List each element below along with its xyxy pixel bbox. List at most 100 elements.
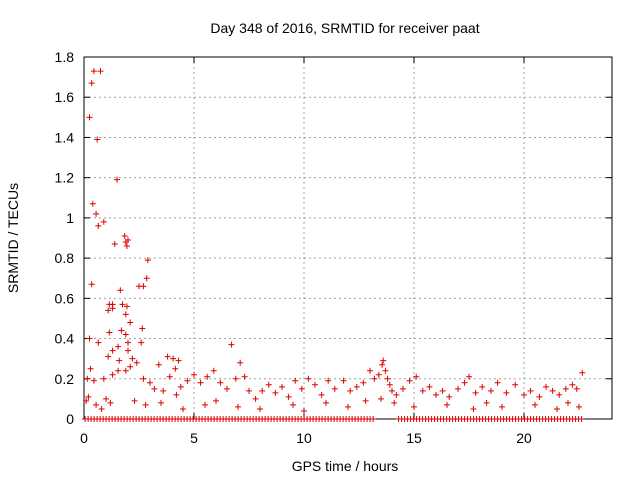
data-point — [479, 383, 486, 390]
data-point — [106, 329, 113, 336]
data-point — [318, 391, 325, 398]
data-point — [549, 387, 556, 394]
data-point — [147, 379, 153, 386]
data-point — [232, 375, 239, 382]
data-point — [235, 403, 241, 410]
x-axis-ticks: 0 5 10 15 20 — [80, 57, 532, 446]
data-point — [527, 387, 534, 394]
grid-lines — [84, 57, 612, 419]
data-point — [155, 361, 162, 368]
data-point — [228, 341, 235, 348]
data-point — [89, 200, 96, 207]
data-point — [503, 389, 510, 396]
data-point — [210, 367, 217, 374]
data-point — [90, 68, 97, 75]
y-tick-label: 1 — [66, 210, 74, 226]
baseline-point — [370, 416, 377, 422]
data-point — [411, 403, 417, 410]
y-tick-label: 0.8 — [55, 250, 75, 266]
data-point — [109, 305, 116, 312]
data-point — [285, 393, 292, 400]
data-point — [290, 401, 296, 408]
data-point — [241, 373, 248, 380]
data-point — [172, 365, 179, 372]
data-point — [151, 385, 158, 392]
data-point — [122, 311, 129, 318]
data-point — [265, 381, 272, 388]
baseline-points — [82, 416, 585, 422]
x-tick-label: 5 — [190, 430, 198, 446]
data-point — [131, 397, 138, 404]
data-point — [86, 335, 93, 342]
data-point — [579, 369, 586, 376]
x-tick-label: 10 — [296, 430, 312, 446]
data-point — [114, 176, 120, 183]
data-point — [164, 353, 171, 360]
data-point — [95, 339, 102, 346]
data-point — [279, 383, 285, 390]
data-point — [347, 387, 354, 394]
data-point — [115, 343, 122, 350]
data-point — [325, 377, 332, 384]
data-point — [100, 375, 107, 382]
y-tick-label: 0 — [66, 411, 74, 427]
data-point — [419, 387, 426, 394]
data-point — [252, 395, 259, 402]
data-point — [125, 237, 131, 244]
y-axis-ticks: 0 0.2 0.4 0.6 0.8 1 1.2 1.4 1.6 1.8 — [55, 49, 612, 427]
data-point — [259, 387, 266, 394]
data-points — [83, 68, 586, 414]
data-point — [122, 331, 129, 338]
data-point — [439, 387, 446, 394]
data-point — [127, 363, 134, 370]
data-point — [107, 399, 114, 406]
data-point — [94, 136, 101, 143]
data-point — [123, 243, 130, 250]
data-point — [84, 375, 91, 382]
y-tick-label: 1.6 — [55, 89, 75, 105]
data-point — [109, 371, 116, 378]
data-point — [573, 385, 580, 392]
data-point — [121, 232, 128, 239]
data-point — [391, 399, 398, 406]
data-point — [246, 387, 252, 394]
baseline-point — [578, 416, 585, 422]
x-axis-label: GPS time / hours — [292, 458, 399, 474]
data-point — [389, 387, 395, 394]
data-point — [213, 397, 219, 404]
data-point — [362, 397, 369, 404]
data-point — [123, 303, 130, 310]
y-tick-label: 0.2 — [55, 371, 75, 387]
chart-title: Day 348 of 2016, SRMTID for receiver paa… — [210, 20, 479, 36]
data-point — [88, 281, 95, 288]
data-point — [127, 319, 134, 326]
data-point — [191, 371, 197, 378]
x-tick-label: 20 — [516, 430, 532, 446]
data-point — [331, 385, 338, 392]
data-point — [371, 375, 378, 382]
data-point — [461, 379, 468, 386]
x-tick-label: 15 — [406, 430, 422, 446]
data-point — [93, 401, 100, 408]
data-point — [177, 383, 184, 390]
data-point — [512, 381, 519, 388]
data-point — [340, 377, 347, 384]
data-point — [138, 339, 145, 346]
data-point — [554, 405, 560, 412]
data-point — [133, 359, 140, 366]
data-point — [301, 407, 307, 414]
data-point — [393, 391, 400, 398]
x-tick-label: 0 — [80, 430, 88, 446]
data-point — [521, 391, 527, 398]
data-point — [116, 357, 123, 364]
data-point — [433, 391, 439, 398]
data-point — [378, 395, 384, 402]
data-point — [312, 381, 318, 388]
data-point — [140, 375, 147, 382]
data-point — [217, 379, 224, 386]
data-point — [556, 391, 563, 398]
data-point — [204, 373, 211, 380]
data-point — [380, 357, 387, 364]
data-point — [109, 347, 116, 354]
